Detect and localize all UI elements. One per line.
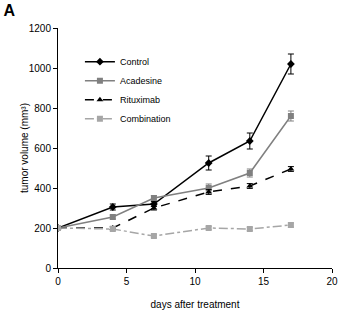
svg-text:10: 10 — [189, 276, 201, 287]
svg-text:tumor volume (mm³): tumor volume (mm³) — [19, 103, 30, 193]
svg-text:5: 5 — [124, 276, 130, 287]
svg-text:15: 15 — [258, 276, 270, 287]
svg-text:0: 0 — [55, 276, 61, 287]
svg-text:20: 20 — [326, 276, 338, 287]
svg-text:800: 800 — [34, 103, 51, 114]
svg-text:Rituximab: Rituximab — [120, 95, 160, 105]
svg-text:Combination: Combination — [120, 114, 171, 124]
svg-text:600: 600 — [34, 143, 51, 154]
svg-text:days after treatment: days after treatment — [151, 299, 240, 310]
svg-text:Control: Control — [120, 57, 149, 67]
svg-text:Acadesine: Acadesine — [120, 76, 162, 86]
svg-text:1000: 1000 — [29, 63, 52, 74]
svg-text:200: 200 — [34, 223, 51, 234]
svg-text:A: A — [4, 2, 16, 19]
svg-text:400: 400 — [34, 183, 51, 194]
svg-text:0: 0 — [45, 263, 51, 274]
svg-text:1200: 1200 — [29, 23, 52, 34]
